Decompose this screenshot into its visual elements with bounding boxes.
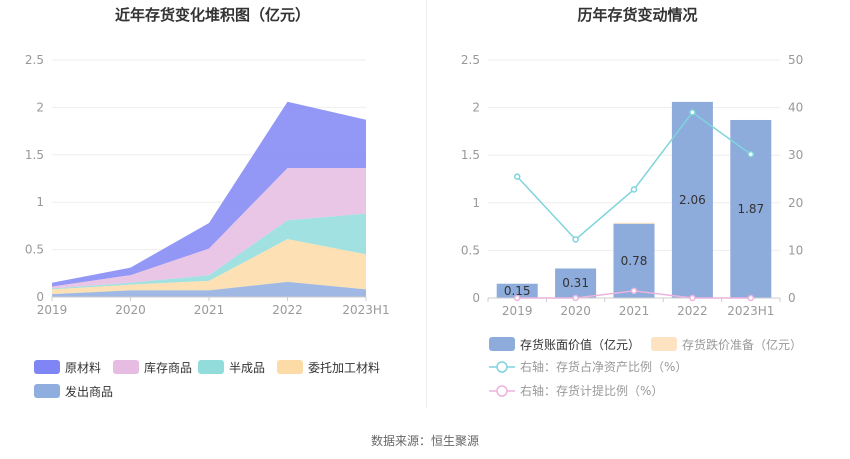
area-半成品: [52, 213, 366, 290]
area-库存商品: [52, 168, 366, 289]
left-y-tick: 1: [36, 195, 44, 209]
bar-2023H1: [730, 119, 772, 298]
legend-label-委托加工材料: 委托加工材料: [308, 361, 380, 375]
legend-label-库存商品: 库存商品: [144, 360, 192, 375]
legend-label-line-2: 右轴：存货计提比例（%）: [520, 383, 663, 398]
right-x-tick: 2022: [677, 304, 708, 318]
right-y-tick: 1.5: [461, 148, 480, 162]
right-y2-tick: 10: [788, 243, 803, 257]
line-point-1: [572, 236, 579, 243]
bar-data-label: 0.78: [621, 254, 648, 268]
right-chart-title: 历年存货变动情况: [577, 6, 698, 24]
legend-swatch-委托加工材料: [277, 360, 303, 374]
legend-swatch-库存商品: [113, 360, 139, 374]
left-y-tick: 0.5: [25, 243, 44, 257]
legend-swatch-book-value: [489, 337, 515, 351]
left-y-tick: 2.5: [25, 53, 44, 67]
right-x-tick: 2019: [502, 304, 533, 318]
data-source: 数据来源：恒生聚源: [370, 434, 479, 448]
left-chart-title: 近年存货变化堆积图（亿元）: [114, 6, 310, 24]
right-y2-tick: 20: [788, 196, 803, 210]
right-y2-tick: 30: [788, 148, 803, 162]
left-x-tick: 2019: [37, 303, 68, 317]
line-point-2: [689, 294, 696, 302]
legend-swatch-发出商品: [34, 384, 60, 398]
legend-label-book-value: 存货账面价值（亿元）: [520, 337, 640, 352]
area-委托加工材料: [52, 239, 366, 295]
right-x-tick: 2020: [560, 304, 591, 318]
left-y-tick: 0: [36, 290, 44, 304]
left-x-tick: 2023H1: [342, 303, 389, 317]
bar-2019: [496, 283, 538, 298]
line-point-1: [630, 186, 638, 193]
right-y-tick: 2: [472, 101, 480, 115]
legend-label-provision: 存货跌价准备（亿元）: [682, 337, 802, 352]
line-point-2: [513, 294, 521, 302]
bar-provision-2021: [613, 222, 655, 224]
legend-swatch-半成品: [198, 360, 224, 374]
left-x-tick: 2022: [272, 303, 303, 317]
right-y-tick: 2.5: [461, 53, 480, 67]
right-y2-tick: 0: [788, 291, 796, 305]
left-y-tick: 1.5: [25, 148, 44, 162]
right-y-tick: 0.5: [461, 243, 480, 257]
line-point-1: [689, 109, 696, 116]
line-point-1: [747, 150, 755, 158]
left-x-tick: 2021: [194, 303, 225, 317]
left-y-tick: 2: [36, 100, 44, 114]
line-point-2: [572, 294, 579, 302]
panel-divider: [426, 0, 427, 408]
bar-data-label: 0.31: [562, 276, 589, 290]
legend-label-发出商品: 发出商品: [65, 384, 113, 399]
legend-marker-1: [496, 361, 508, 373]
bar-data-label: 0.15: [504, 284, 531, 298]
line-point-1: [513, 173, 521, 180]
bar-data-label: 1.87: [737, 202, 764, 216]
area-原材料: [52, 101, 366, 287]
bar-2021: [613, 223, 655, 298]
right-y2-tick: 50: [788, 53, 803, 67]
legend-label-半成品: 半成品: [229, 361, 265, 375]
legend-swatch-provision: [651, 337, 677, 351]
right-x-tick: 2023H1: [727, 304, 774, 318]
area-发出商品: [52, 281, 366, 297]
legend-swatch-原材料: [34, 360, 60, 374]
line-point-2: [747, 294, 755, 302]
left-x-tick: 2020: [115, 303, 146, 317]
bar-data-label: 2.06: [679, 193, 706, 207]
legend-marker-2: [496, 385, 508, 397]
line-point-2: [630, 287, 638, 295]
line-series-1: [516, 111, 752, 241]
right-y-tick: 1: [472, 196, 480, 210]
legend-label-原材料: 原材料: [65, 361, 101, 375]
legend-label-line-1: 右轴：存货占净资产比例（%）: [520, 359, 687, 374]
bar-2020: [555, 268, 597, 298]
right-y-tick: 0: [472, 291, 480, 305]
right-y2-tick: 40: [788, 101, 803, 115]
bar-2022: [671, 101, 713, 298]
right-x-tick: 2021: [619, 304, 650, 318]
